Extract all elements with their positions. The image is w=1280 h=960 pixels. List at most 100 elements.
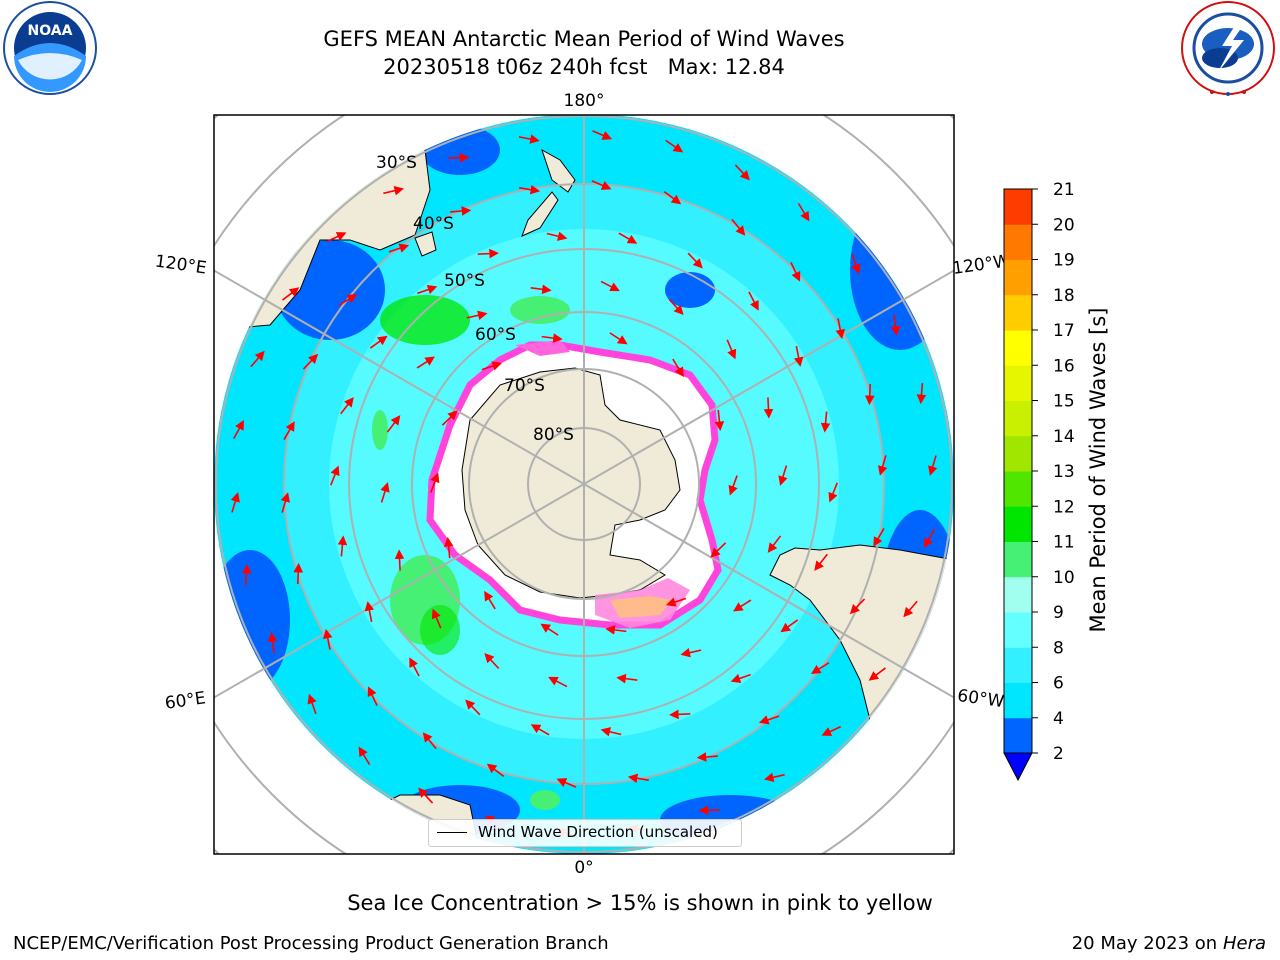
wind-wave-arrow: [616, 673, 638, 684]
wind-wave-arrow: [710, 542, 727, 558]
wind-wave-arrow: [778, 465, 788, 486]
wind-wave-arrow: [916, 382, 927, 405]
wind-wave-arrow: [873, 528, 885, 547]
wind-wave-arrow: [430, 472, 440, 493]
wind-wave-arrow: [267, 632, 278, 654]
lat-label-60s: 60°S: [475, 325, 516, 345]
wind-wave-arrow: [877, 455, 888, 476]
wind-wave-arrow: [600, 280, 620, 292]
wind-wave-arrow: [481, 361, 503, 371]
wind-wave-arrow: [665, 597, 687, 607]
wind-wave-arrow: [810, 662, 830, 675]
wind-wave-arrow: [530, 284, 552, 295]
wind-wave-arrow: [730, 673, 751, 683]
wind-wave-arrow: [663, 190, 682, 205]
wind-wave-arrow: [431, 608, 442, 629]
colorbar-segment: [1004, 506, 1032, 542]
lat-label-40s: 40°S: [413, 214, 454, 234]
wind-wave-arrow: [890, 314, 901, 336]
wind-wave-arrow: [233, 420, 244, 439]
wind-wave-arrow: [518, 134, 540, 144]
wind-wave-arrow: [280, 492, 291, 513]
colorbar-tick-label: 16: [1053, 356, 1075, 376]
wind-wave-arrow: [364, 601, 375, 623]
wind-wave-arrow: [417, 285, 438, 295]
colorbar-segment: [1004, 541, 1032, 578]
wind-wave-arrow: [519, 184, 541, 195]
wind-wave-arrow: [767, 535, 782, 553]
wind-wave-arrow: [546, 231, 568, 241]
lon-label-120e: 120°E: [154, 252, 208, 279]
chart-title: GEFS MEAN Antarctic Mean Period of Wind …: [323, 27, 845, 51]
wind-wave-arrow: [326, 232, 347, 243]
wind-wave-arrow: [780, 619, 799, 633]
wind-wave-arrow: [680, 647, 702, 658]
wind-wave-arrow: [672, 358, 684, 378]
colorbar-segment: [1004, 294, 1032, 331]
wind-wave-arrow: [821, 725, 842, 736]
wind-wave-arrow: [868, 667, 887, 681]
colorbar-title: Mean Period of Wind Waves [s]: [1086, 307, 1110, 633]
colorbar-segment: [1004, 400, 1032, 437]
colorbar: 2 4 6 8 9 10 11 12 13 14 15 16 17 18 19 20 21: [1003, 180, 1075, 782]
wind-wave-arrow: [307, 693, 317, 715]
lat-label-50s: 50°S: [444, 271, 485, 291]
colorbar-tick-label: 14: [1053, 427, 1075, 447]
wind-wave-arrow: [609, 332, 628, 345]
wind-wave-arrow: [600, 727, 622, 737]
colorbar-tick-label: 9: [1053, 603, 1064, 623]
wind-wave-arrow: [790, 262, 801, 282]
wind-wave-arrow: [394, 549, 405, 571]
wind-wave-arrow: [541, 333, 563, 343]
map-legend: Wind Wave Direction (unscaled): [428, 819, 742, 847]
wind-wave-arrow: [748, 291, 759, 311]
wind-wave-arrow: [367, 686, 378, 706]
wind-wave-arrow: [758, 715, 780, 725]
wind-wave-arrow: [443, 536, 454, 559]
colorbar-tick-label: 19: [1053, 251, 1075, 271]
wind-wave-arrow: [618, 232, 638, 244]
wind-wave-arrow: [669, 709, 691, 720]
wind-wave-arrow: [484, 590, 496, 610]
wind-wave-arrow: [864, 383, 875, 406]
colorbar-tick-label: 20: [1053, 215, 1075, 235]
wind-wave-arrow: [422, 732, 437, 750]
wind-wave-arrow: [687, 252, 703, 269]
wind-wave-arrow: [849, 598, 866, 615]
colorbar-segment: [1004, 259, 1032, 296]
wind-wave-arrow: [418, 787, 434, 804]
wind-wave-arrow: [477, 248, 499, 259]
wind-wave-arrow: [924, 529, 935, 548]
colorbar-segment: [1004, 435, 1032, 472]
lon-label-60e: 60°E: [164, 688, 207, 713]
wind-wave-arrow: [383, 186, 405, 196]
colorbar-tick-label: 2: [1053, 744, 1064, 764]
lon-label-180: 180°: [564, 91, 605, 111]
wind-wave-arrow: [330, 465, 340, 486]
wind-wave-arrow: [486, 763, 505, 778]
colorbar-tick-label: 18: [1053, 286, 1075, 306]
lat-label-30s: 30°S: [376, 153, 417, 173]
wind-wave-arrow: [358, 746, 371, 766]
wind-wave-arrow: [763, 772, 785, 782]
footer-date-text: 20 May 2023 on: [1071, 933, 1218, 954]
footer-machine: Hera: [1222, 933, 1266, 954]
wind-wave-arrow: [903, 600, 918, 618]
colorbar-tick-label: 4: [1053, 709, 1064, 729]
noaa-logo-text: NOAA: [28, 23, 73, 39]
colorbar-tick-label: 13: [1053, 462, 1075, 482]
colorbar-under-arrow: [1003, 752, 1033, 782]
wind-wave-arrow: [928, 455, 938, 476]
wind-wave-arrow: [820, 411, 831, 433]
wind-wave-arrow: [835, 318, 845, 340]
colorbar-segment: [1004, 471, 1032, 507]
wind-wave-arrow: [728, 475, 738, 496]
wind-wave-arrow: [302, 353, 319, 370]
wind-wave-arrow: [241, 563, 252, 586]
wind-wave-arrow: [668, 298, 684, 316]
wind-wave-arrow: [793, 345, 804, 367]
wind-wave-arrow: [466, 310, 488, 321]
wind-wave-arrow: [731, 218, 746, 236]
wind-wave-arrow: [337, 535, 348, 557]
